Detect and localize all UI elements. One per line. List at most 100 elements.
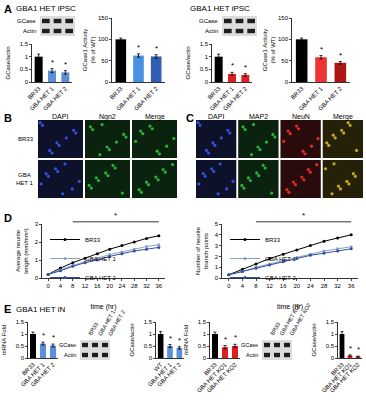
svg-text:GCase: GCase: [59, 342, 76, 348]
svg-text:Merge: Merge: [333, 113, 353, 121]
svg-text:24: 24: [119, 283, 126, 289]
svg-text:1: 1: [215, 264, 219, 270]
svg-text:A: A: [4, 3, 12, 15]
svg-text:28: 28: [131, 283, 138, 289]
svg-text:1: 1: [205, 54, 209, 60]
svg-text:GCase1 Activity(% of WT): GCase1 Activity(% of WT): [82, 29, 96, 71]
svg-text:GBA1 HET iPSC: GBA1 HET iPSC: [16, 4, 76, 13]
svg-text:GBAHET 1: GBAHET 1: [16, 172, 34, 186]
svg-text:GBA HET KO1: GBA HET KO1: [278, 302, 301, 336]
svg-text:0: 0: [205, 79, 209, 85]
svg-text:GBA HET 2: GBA HET 2: [156, 361, 183, 388]
svg-text:time (hr): time (hr): [277, 303, 303, 311]
svg-text:1: 1: [149, 331, 153, 337]
svg-text:GCase: GCase: [17, 18, 36, 24]
svg-text:Number of neuritebranch points: Number of neuritebranch points: [195, 226, 209, 275]
svg-text:1.5: 1.5: [144, 319, 153, 325]
svg-text:GBA HET 1: GBA HET 1: [85, 256, 117, 262]
svg-text:GBA HET 2: GBA HET 2: [133, 85, 160, 112]
svg-text:16: 16: [94, 283, 101, 289]
svg-text:GBA HET 2: GBA HET 2: [30, 361, 57, 388]
svg-text:mRNA Fold: mRNA Fold: [183, 325, 189, 356]
svg-text:GBA HET 2: GBA HET 2: [265, 275, 297, 281]
svg-text:GBA HET 2: GBA HET 2: [107, 309, 126, 337]
svg-text:0: 0: [21, 355, 25, 361]
svg-text:GBA HET 2: GBA HET 2: [222, 85, 249, 112]
svg-text:36: 36: [348, 283, 355, 289]
svg-text:GBA HET 2: GBA HET 2: [42, 85, 69, 112]
svg-text:*: *: [52, 333, 55, 342]
svg-text:50: 50: [101, 58, 108, 64]
svg-text:150: 150: [278, 15, 289, 21]
svg-text:BR33: BR33: [109, 85, 124, 100]
svg-text:32: 32: [334, 283, 341, 289]
svg-text:*: *: [357, 345, 360, 354]
svg-text:0: 0: [203, 355, 207, 361]
svg-text:*: *: [114, 211, 117, 220]
svg-text:GBA HET KO1: GBA HET KO1: [321, 361, 354, 394]
svg-text:BR33: BR33: [269, 321, 281, 336]
svg-text:1.5: 1.5: [16, 319, 25, 325]
svg-text:GBA HET 1: GBA HET 1: [115, 85, 142, 112]
svg-text:BR33: BR33: [18, 136, 34, 142]
svg-text:*: *: [155, 44, 158, 53]
svg-text:BR33: BR33: [85, 237, 101, 243]
svg-text:BR33: BR33: [265, 237, 281, 243]
svg-text:GBA HET KO2: GBA HET KO2: [288, 302, 311, 336]
svg-text:*: *: [178, 336, 181, 345]
svg-text:GBA HET 1: GBA HET 1: [298, 85, 325, 112]
svg-text:GCase: GCase: [199, 18, 218, 24]
svg-text:1: 1: [203, 331, 207, 337]
svg-text:BR33: BR33: [21, 361, 36, 376]
svg-text:GBA1 HET iPSC: GBA1 HET iPSC: [190, 4, 250, 13]
svg-text:4: 4: [215, 232, 219, 238]
svg-text:1: 1: [21, 331, 25, 337]
svg-text:*: *: [137, 43, 140, 52]
svg-text:GBA1 HET iN: GBA1 HET iN: [16, 305, 65, 314]
svg-text:Actin: Actin: [64, 352, 76, 358]
svg-text:100: 100: [278, 36, 289, 42]
svg-text:1.5: 1.5: [326, 319, 335, 325]
svg-text:BR33: BR33: [203, 361, 218, 376]
svg-text:12: 12: [266, 283, 273, 289]
svg-text:3: 3: [215, 243, 219, 249]
svg-text:GBA HET 2: GBA HET 2: [85, 275, 117, 281]
svg-text:GBA HET KO2: GBA HET KO2: [206, 361, 239, 394]
svg-text:GBA HET 1: GBA HET 1: [97, 309, 116, 337]
svg-text:1: 1: [331, 331, 335, 337]
svg-text:*: *: [231, 61, 234, 70]
svg-text:0.5: 0.5: [200, 66, 209, 72]
svg-text:BR33: BR33: [87, 321, 99, 336]
svg-text:4: 4: [59, 283, 63, 289]
svg-text:0.5: 0.5: [20, 66, 29, 72]
svg-text:B: B: [4, 112, 12, 124]
svg-text:BR33: BR33: [27, 85, 42, 100]
svg-text:28: 28: [321, 283, 328, 289]
svg-text:*: *: [42, 331, 45, 340]
svg-text:32: 32: [143, 283, 150, 289]
svg-text:20: 20: [106, 283, 113, 289]
svg-text:3: 3: [35, 221, 39, 227]
svg-text:8: 8: [254, 283, 258, 289]
svg-text:0: 0: [46, 283, 50, 289]
svg-text:GCase/actin: GCase/actin: [185, 46, 191, 79]
svg-text:0: 0: [331, 355, 335, 361]
svg-text:*: *: [302, 211, 305, 220]
svg-text:GBA HET 1: GBA HET 1: [147, 361, 174, 388]
svg-text:*: *: [224, 335, 227, 344]
svg-text:24: 24: [307, 283, 314, 289]
svg-text:GCase/actin: GCase/actin: [129, 323, 135, 356]
svg-text:*: *: [339, 51, 342, 60]
svg-text:0.5: 0.5: [144, 343, 153, 349]
svg-text:*: *: [64, 60, 67, 69]
svg-text:1.5: 1.5: [20, 41, 29, 47]
svg-text:0.5: 0.5: [198, 343, 207, 349]
svg-text:GCase1 Activity(% of WT): GCase1 Activity(% of WT): [262, 29, 276, 71]
svg-text:*: *: [244, 63, 247, 72]
svg-text:*: *: [51, 58, 54, 67]
svg-text:GBA HET KO1: GBA HET KO1: [196, 361, 229, 394]
svg-text:Ngn2: Ngn2: [99, 113, 116, 121]
svg-text:MAP2: MAP2: [249, 113, 268, 120]
svg-text:GBA HET 2: GBA HET 2: [317, 85, 344, 112]
svg-text:GBA HET 1: GBA HET 1: [29, 85, 56, 112]
